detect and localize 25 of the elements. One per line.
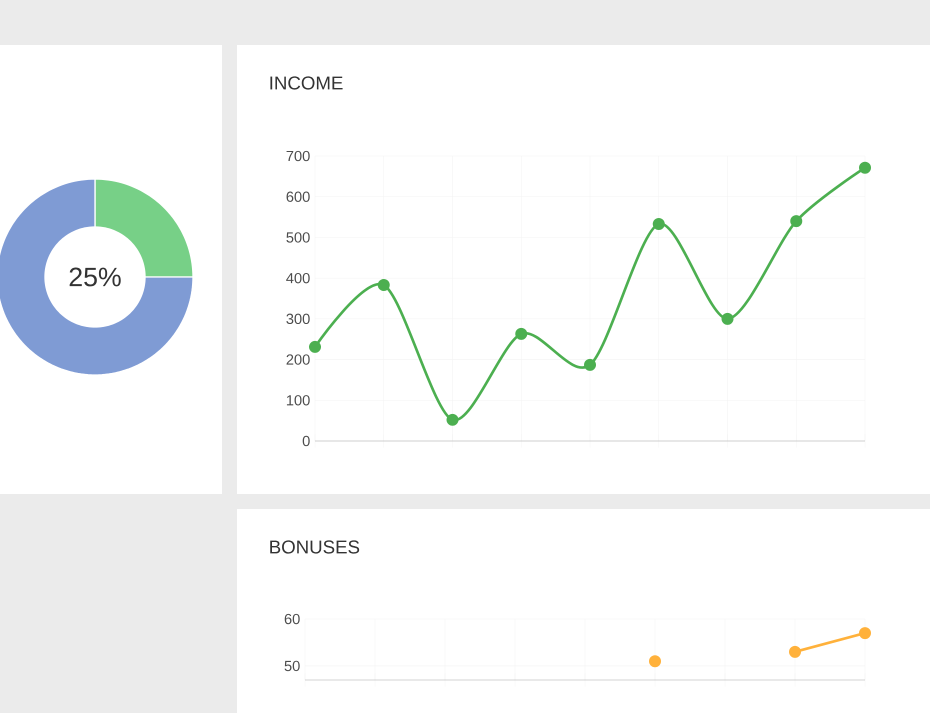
point — [309, 340, 322, 353]
point — [446, 414, 459, 426]
y-tick-label: 700 — [286, 150, 310, 162]
text: 25% — [70, 268, 121, 286]
point — [378, 279, 390, 292]
point — [859, 162, 872, 174]
chart-title: INCOME — [270, 76, 343, 90]
point — [790, 215, 802, 228]
point — [789, 646, 802, 658]
point — [515, 328, 528, 340]
y-tick-label: 200 — [286, 354, 310, 365]
y-tick-label: 600 — [286, 192, 310, 202]
y-tick-label: 400 — [286, 272, 310, 284]
y-tick-label: 500 — [286, 232, 310, 243]
y-tick-label: 50 — [284, 660, 300, 672]
y-tick-label: 300 — [286, 314, 310, 324]
y-tick-label: 100 — [286, 395, 310, 406]
point — [652, 218, 665, 230]
y-tick-label: 60 — [284, 614, 300, 624]
y-tick-label: 0 — [302, 436, 310, 446]
point — [859, 627, 872, 640]
point — [649, 655, 662, 668]
chart-title: BONUSES — [270, 540, 360, 554]
point — [722, 312, 734, 325]
point — [584, 358, 596, 371]
